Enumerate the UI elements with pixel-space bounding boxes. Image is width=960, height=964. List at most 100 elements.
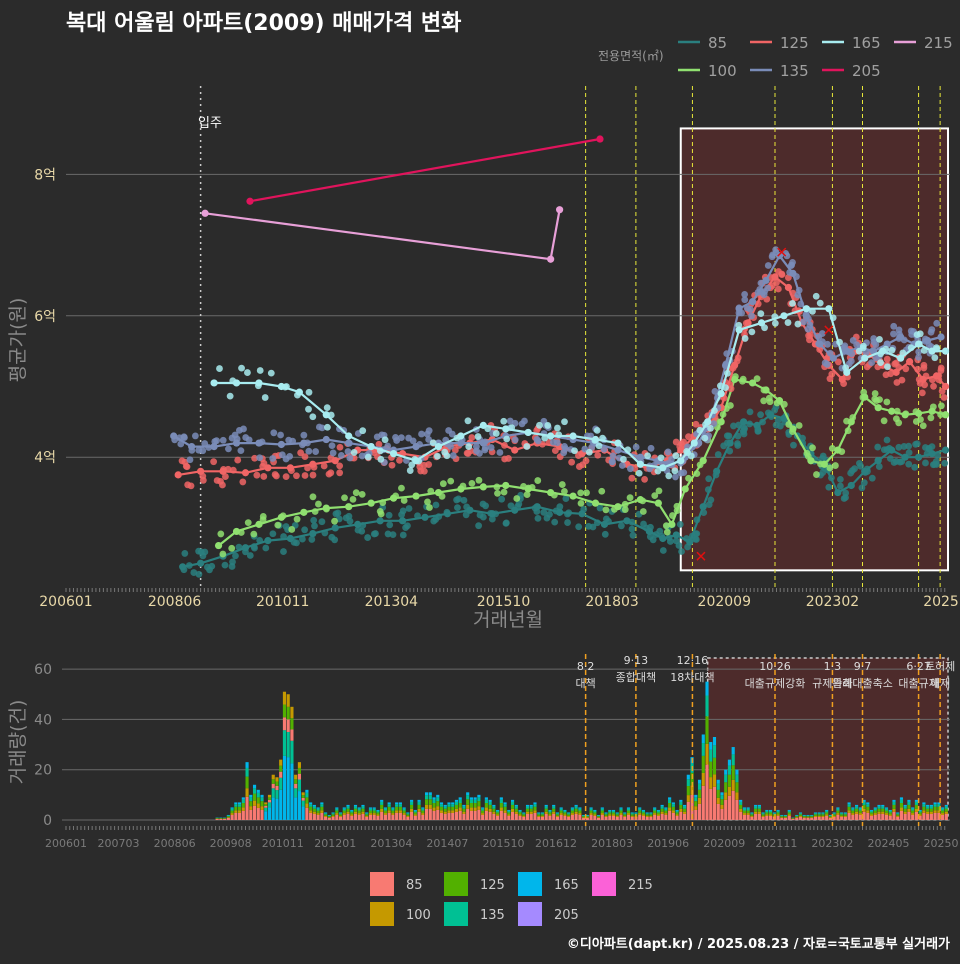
data-point [789, 300, 796, 307]
volume-bar-125 [803, 816, 806, 817]
volume-bar-125 [223, 818, 226, 819]
volume-bar-85 [365, 817, 368, 820]
volume-bar-165 [907, 800, 910, 802]
volume-bar-165 [799, 812, 802, 813]
volume-bar-85 [470, 811, 473, 820]
volume-bar-125 [455, 805, 458, 809]
volume-bar-165 [324, 812, 327, 813]
volume-bar-165 [735, 770, 738, 775]
volume-bar-125 [821, 814, 824, 816]
volume-bar-100 [631, 816, 634, 817]
volume-bar-135 [556, 813, 559, 814]
volume-bar-165 [616, 812, 619, 813]
volume-bar-100 [683, 812, 686, 814]
data-point [473, 443, 480, 450]
volume-bar-100 [926, 812, 929, 814]
volume-bar-125 [283, 705, 286, 718]
volume-bar-100 [436, 806, 439, 810]
volume-bar-100 [507, 814, 510, 816]
volume-bar-125 [287, 707, 290, 720]
volume-bar-100 [227, 817, 230, 818]
data-point [564, 519, 571, 526]
volume-bar-135 [788, 811, 791, 813]
volume-bar-135 [414, 811, 417, 813]
volume-bar-165 [713, 737, 716, 745]
volume-bar-135 [679, 802, 682, 805]
x-tick-label: 202302 [806, 594, 859, 610]
volume-bar-85 [421, 815, 424, 820]
volume-bar-165 [279, 790, 282, 820]
data-point [809, 444, 816, 451]
volume-bar-85 [784, 818, 787, 820]
volume-bar-165 [698, 780, 701, 784]
volume-bar-165 [425, 792, 428, 795]
volume-bar-100 [803, 817, 806, 818]
bottom-y-tick-label: 60 [34, 662, 52, 678]
volume-bar-165 [429, 792, 432, 795]
volume-bar-100 [563, 814, 566, 816]
volume-bar-100 [432, 808, 435, 811]
volume-bar-85 [806, 818, 809, 820]
volume-bar-85 [874, 815, 877, 820]
volume-bar-135 [859, 809, 862, 811]
data-point [915, 354, 922, 361]
volume-bar-85 [548, 816, 551, 820]
volume-bar-165 [926, 805, 929, 807]
volume-bar-165 [238, 802, 241, 804]
data-point [476, 477, 483, 484]
data-point [724, 432, 731, 439]
volume-bar-135 [784, 815, 787, 816]
volume-bar-135 [705, 696, 708, 717]
volume-bar-125 [245, 777, 248, 789]
volume-bar-85 [676, 816, 679, 820]
volume-bar-135 [653, 809, 656, 811]
volume-bar-85 [451, 813, 454, 820]
volume-bar-100 [877, 812, 880, 814]
data-point [219, 551, 226, 558]
volume-bar-165 [474, 797, 477, 799]
volume-bar-165 [646, 812, 649, 813]
data-point [402, 524, 409, 531]
volume-bar-165 [272, 797, 275, 820]
volume-bar-85 [608, 816, 611, 820]
volume-bar-135 [455, 802, 458, 805]
volume-bar-125 [324, 814, 327, 816]
volume-bar-135 [907, 802, 910, 805]
chart-title: 복대 어울림 아파트(2009) 매매가격 변화 [66, 11, 461, 36]
x-tick-label: 200601 [39, 594, 92, 610]
volume-bar-135 [889, 811, 892, 813]
volume-bar-100 [814, 816, 817, 817]
volume-bar-85 [545, 814, 548, 820]
data-point [330, 450, 337, 457]
volume-bar-85 [376, 816, 379, 820]
volume-bar-165 [795, 815, 798, 816]
policy-label: 대책 [576, 677, 596, 690]
volume-bar-125 [728, 775, 731, 787]
data-point [715, 451, 722, 458]
volume-bar-125 [765, 812, 768, 814]
data-point [931, 354, 938, 361]
volume-bar-85 [705, 765, 708, 820]
volume-bar-125 [762, 814, 765, 816]
volume-bar-125 [533, 807, 536, 811]
data-point [824, 361, 831, 368]
volume-bar-165 [922, 802, 925, 804]
volume-bar-85 [593, 816, 596, 820]
volume-bar-125 [848, 807, 851, 811]
volume-bar-100 [698, 798, 701, 804]
volume-bar-100 [747, 813, 750, 815]
volume-bar-135 [287, 732, 290, 757]
volume-bar-100 [257, 803, 260, 808]
volume-bar-135 [810, 815, 813, 816]
volume-bar-165 [855, 805, 858, 807]
data-point [274, 522, 281, 529]
volume-bar-100 [735, 792, 738, 800]
data-point [400, 532, 407, 539]
data-point [561, 418, 568, 425]
volume-bar-100 [447, 810, 450, 813]
volume-bar-100 [855, 812, 858, 814]
volume-bar-85 [462, 814, 465, 820]
volume-bar-85 [904, 814, 907, 820]
data-point [805, 326, 812, 333]
volume-bar-165 [470, 797, 473, 799]
